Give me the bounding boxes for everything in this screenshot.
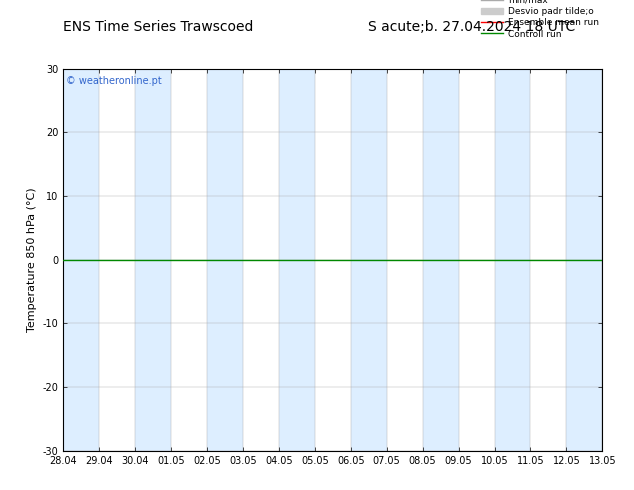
Bar (207, 69, 243, 451)
Bar (351, 69, 387, 451)
Bar (566, 69, 602, 451)
Bar (63, 69, 100, 451)
Bar (495, 69, 531, 451)
Bar (423, 69, 458, 451)
Text: S acute;b. 27.04.2024 18 UTC: S acute;b. 27.04.2024 18 UTC (368, 20, 575, 34)
Text: © weatheronline.pt: © weatheronline.pt (66, 76, 162, 86)
Bar (279, 69, 315, 451)
Text: ENS Time Series Trawscoed: ENS Time Series Trawscoed (63, 20, 254, 34)
Legend: min/max, Desvio padr tilde;o, Ensemble mean run, Controll run: min/max, Desvio padr tilde;o, Ensemble m… (477, 0, 602, 42)
Bar (135, 69, 171, 451)
Y-axis label: Temperature 850 hPa (°C): Temperature 850 hPa (°C) (27, 187, 37, 332)
